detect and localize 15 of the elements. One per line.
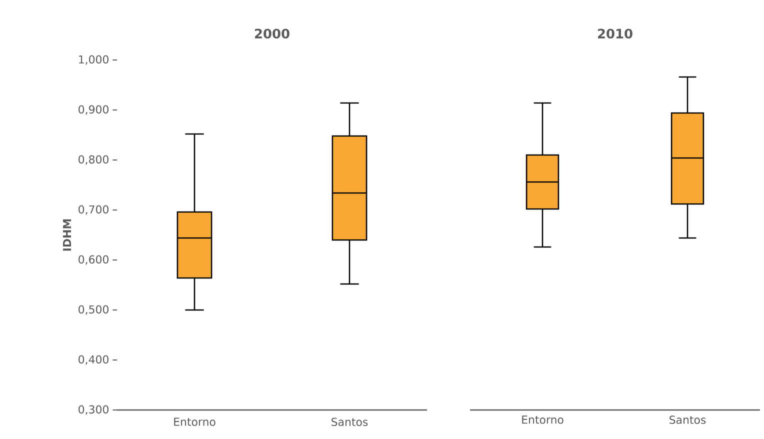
y-tick-label: 0,700 — [78, 205, 108, 215]
y-tick-label: 0,800 — [78, 155, 108, 165]
y-tick-label: 0,600 — [78, 255, 108, 265]
y-axis-title: IDHM — [63, 219, 72, 251]
y-tick-label: 0,400 — [78, 355, 108, 365]
y-tick-label: 0,500 — [78, 305, 108, 315]
x-tick-label: Santos — [670, 416, 706, 424]
chart-title: 2010 — [598, 28, 632, 39]
y-tick-label: 1,000 — [79, 55, 108, 65]
chart-title: 2000 — [255, 28, 290, 39]
y-tick-label: 0,300 — [78, 405, 108, 415]
x-tick-label: Entorno — [174, 418, 216, 426]
y-tick-label: 0,900 — [78, 105, 108, 115]
x-tick-label: Santos — [332, 418, 368, 426]
x-tick-label: Entorno — [522, 416, 564, 424]
